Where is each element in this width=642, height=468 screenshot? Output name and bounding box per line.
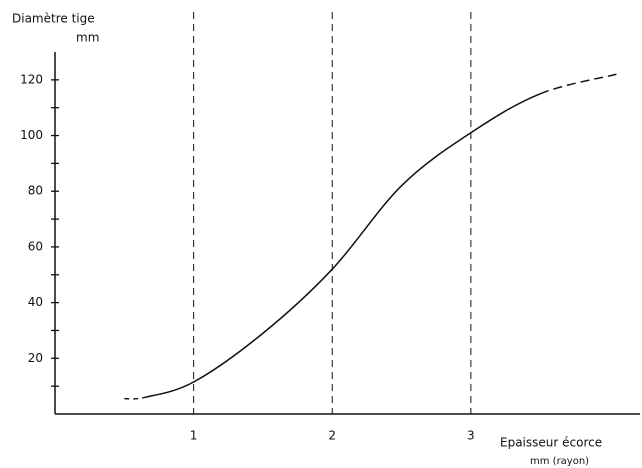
x-axis-unit: mm (rayon) (530, 456, 589, 467)
curve (124, 396, 146, 400)
x-axis-label: Epaisseur écorce (500, 436, 602, 450)
curve (144, 93, 541, 399)
y-axis-unit: mm (76, 31, 99, 45)
curve (539, 73, 617, 95)
y-tick-label: 40 (28, 295, 43, 309)
y-tick-label: 100 (20, 128, 43, 142)
y-tick-label: 20 (28, 351, 43, 365)
y-tick-label: 60 (28, 239, 43, 253)
x-tick-label: 3 (467, 429, 475, 443)
y-axis-label: Diamètre tige (12, 12, 95, 26)
y-tick-label: 120 (20, 72, 43, 86)
y-tick-label: 80 (28, 184, 43, 198)
x-tick-label: 2 (328, 429, 336, 443)
x-tick-label: 1 (190, 429, 198, 443)
